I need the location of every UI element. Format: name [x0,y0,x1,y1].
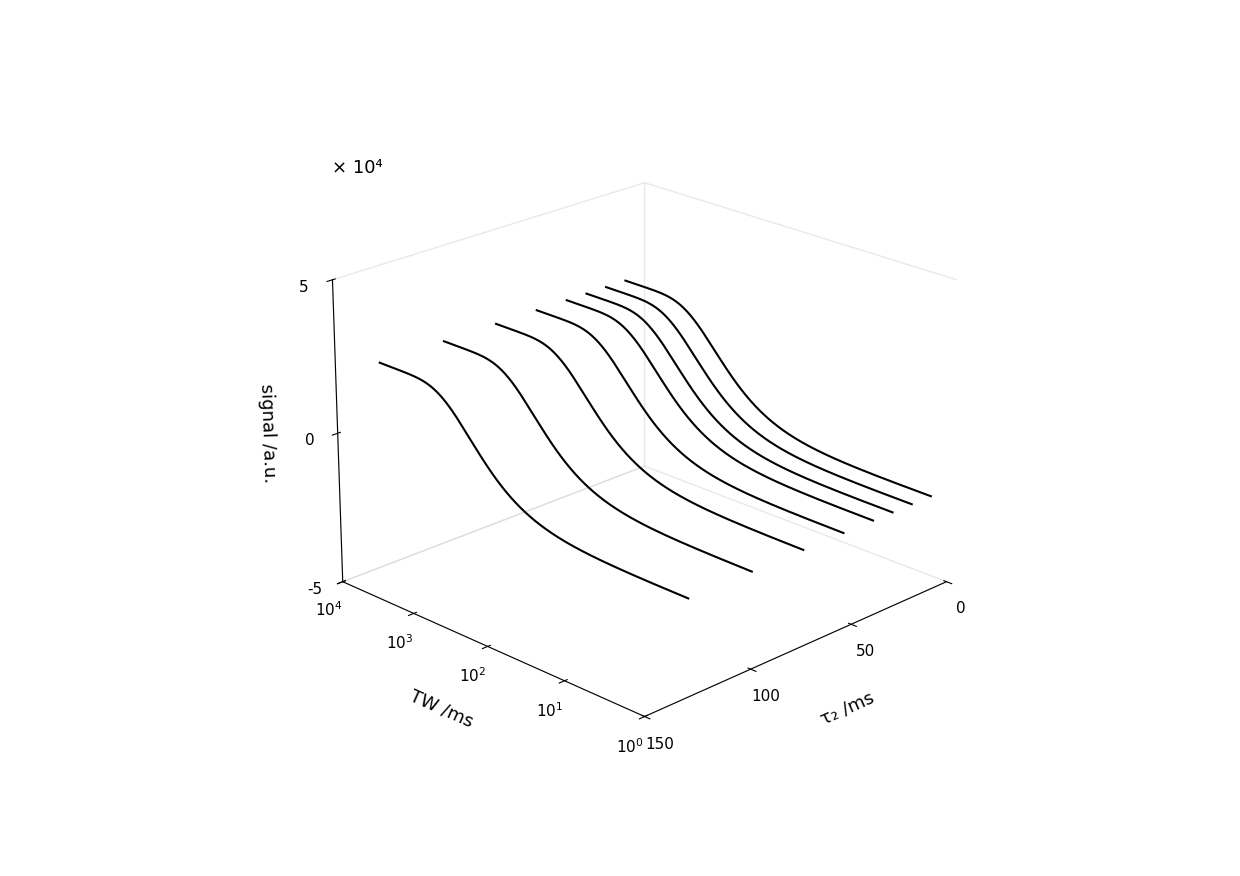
Text: × 10⁴: × 10⁴ [332,159,383,177]
X-axis label: τ₂ /ms: τ₂ /ms [818,689,877,729]
Y-axis label: TW /ms: TW /ms [407,687,476,731]
